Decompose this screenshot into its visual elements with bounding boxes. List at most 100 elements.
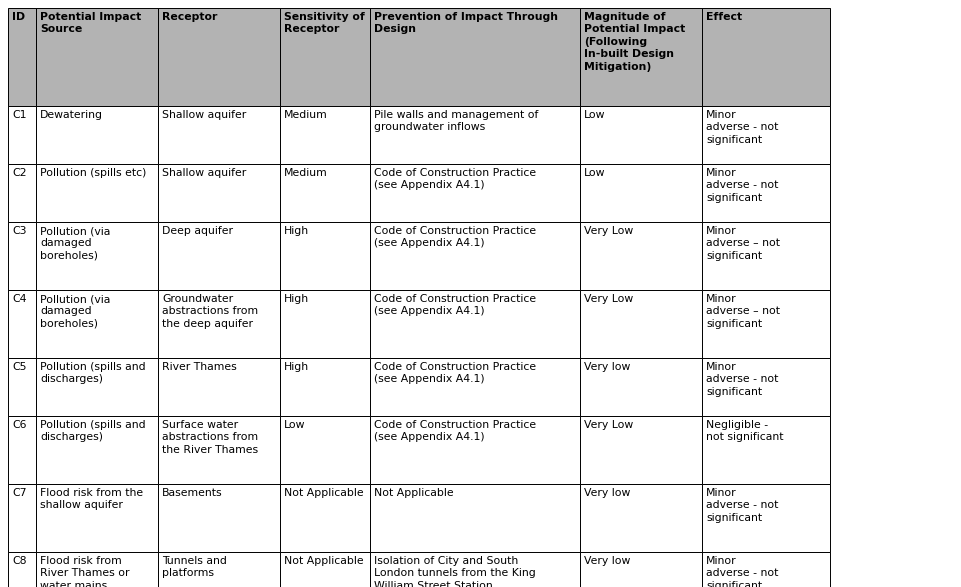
Text: Very low: Very low [583, 362, 629, 372]
Text: C5: C5 [12, 362, 27, 372]
Bar [280, 552, 370, 587]
Text: Pollution (spills etc): Pollution (spills etc) [40, 168, 146, 178]
Text: Pollution (via
damaged
boreholes): Pollution (via damaged boreholes) [40, 294, 111, 329]
Bar [370, 416, 579, 484]
Text: Surface water
abstractions from
the River Thames: Surface water abstractions from the Rive… [161, 420, 258, 455]
Bar [370, 358, 579, 416]
Text: C1: C1 [12, 110, 27, 120]
Text: Isolation of City and South
London tunnels from the King
William Street Station: Isolation of City and South London tunne… [374, 556, 535, 587]
Text: Flood risk from
River Thames or
water mains: Flood risk from River Thames or water ma… [40, 556, 130, 587]
Text: Code of Construction Practice
(see Appendix A4.1): Code of Construction Practice (see Appen… [374, 226, 535, 248]
Bar [158, 164, 280, 222]
Text: High: High [283, 226, 308, 236]
Bar [8, 552, 36, 587]
Text: C6: C6 [12, 420, 27, 430]
Text: Low: Low [583, 110, 604, 120]
Bar [8, 106, 36, 164]
Text: Code of Construction Practice
(see Appendix A4.1): Code of Construction Practice (see Appen… [374, 420, 535, 443]
Text: Deep aquifer: Deep aquifer [161, 226, 233, 236]
Bar [280, 290, 370, 358]
Bar [579, 222, 702, 290]
Bar [280, 106, 370, 164]
Bar [702, 358, 829, 416]
Bar [280, 416, 370, 484]
Text: High: High [283, 362, 308, 372]
Text: Potential Impact
Source: Potential Impact Source [40, 12, 141, 35]
Bar [158, 290, 280, 358]
Bar [579, 8, 702, 106]
Text: Minor
adverse - not
significant: Minor adverse - not significant [705, 110, 777, 145]
Text: Low: Low [283, 420, 306, 430]
Text: Very Low: Very Low [583, 294, 632, 304]
Text: Medium: Medium [283, 110, 328, 120]
Text: Very low: Very low [583, 556, 629, 566]
Text: Very Low: Very Low [583, 226, 632, 236]
Text: Receptor: Receptor [161, 12, 217, 22]
Bar [158, 416, 280, 484]
Bar [370, 222, 579, 290]
Bar [280, 164, 370, 222]
Text: ID: ID [12, 12, 25, 22]
Bar [370, 484, 579, 552]
Text: Pollution (spills and
discharges): Pollution (spills and discharges) [40, 420, 145, 443]
Text: Tunnels and
platforms: Tunnels and platforms [161, 556, 227, 578]
Bar [158, 358, 280, 416]
Bar [702, 552, 829, 587]
Bar [370, 106, 579, 164]
Bar [158, 106, 280, 164]
Bar [370, 290, 579, 358]
Bar [579, 164, 702, 222]
Text: Not Applicable: Not Applicable [374, 488, 454, 498]
Bar [8, 222, 36, 290]
Text: Shallow aquifer: Shallow aquifer [161, 168, 246, 178]
Bar [36, 164, 158, 222]
Text: River Thames: River Thames [161, 362, 236, 372]
Bar [370, 164, 579, 222]
Text: Very Low: Very Low [583, 420, 632, 430]
Bar [579, 552, 702, 587]
Bar [702, 106, 829, 164]
Bar [702, 164, 829, 222]
Text: Pollution (spills and
discharges): Pollution (spills and discharges) [40, 362, 145, 384]
Text: C2: C2 [12, 168, 27, 178]
Bar [702, 222, 829, 290]
Text: C7: C7 [12, 488, 27, 498]
Bar [8, 164, 36, 222]
Bar [158, 484, 280, 552]
Text: Medium: Medium [283, 168, 328, 178]
Bar [8, 358, 36, 416]
Bar [158, 8, 280, 106]
Bar [36, 290, 158, 358]
Bar [36, 8, 158, 106]
Bar [8, 8, 36, 106]
Text: Minor
adverse - not
significant: Minor adverse - not significant [705, 168, 777, 203]
Text: Code of Construction Practice
(see Appendix A4.1): Code of Construction Practice (see Appen… [374, 362, 535, 384]
Bar [36, 106, 158, 164]
Text: C4: C4 [12, 294, 27, 304]
Bar [280, 8, 370, 106]
Bar [36, 552, 158, 587]
Bar [280, 358, 370, 416]
Text: Low: Low [583, 168, 604, 178]
Text: Code of Construction Practice
(see Appendix A4.1): Code of Construction Practice (see Appen… [374, 168, 535, 190]
Bar [702, 290, 829, 358]
Bar [702, 8, 829, 106]
Bar [702, 484, 829, 552]
Bar [579, 290, 702, 358]
Text: C3: C3 [12, 226, 27, 236]
Text: Shallow aquifer: Shallow aquifer [161, 110, 246, 120]
Bar [36, 416, 158, 484]
Bar [702, 416, 829, 484]
Bar [36, 222, 158, 290]
Text: Code of Construction Practice
(see Appendix A4.1): Code of Construction Practice (see Appen… [374, 294, 535, 316]
Bar [36, 358, 158, 416]
Text: Pile walls and management of
groundwater inflows: Pile walls and management of groundwater… [374, 110, 538, 133]
Bar [158, 222, 280, 290]
Text: Not Applicable: Not Applicable [283, 556, 363, 566]
Text: Minor
adverse - not
significant: Minor adverse - not significant [705, 362, 777, 397]
Bar [8, 484, 36, 552]
Bar [36, 484, 158, 552]
Text: Pollution (via
damaged
boreholes): Pollution (via damaged boreholes) [40, 226, 111, 261]
Text: Minor
adverse – not
significant: Minor adverse – not significant [705, 226, 779, 261]
Bar [158, 552, 280, 587]
